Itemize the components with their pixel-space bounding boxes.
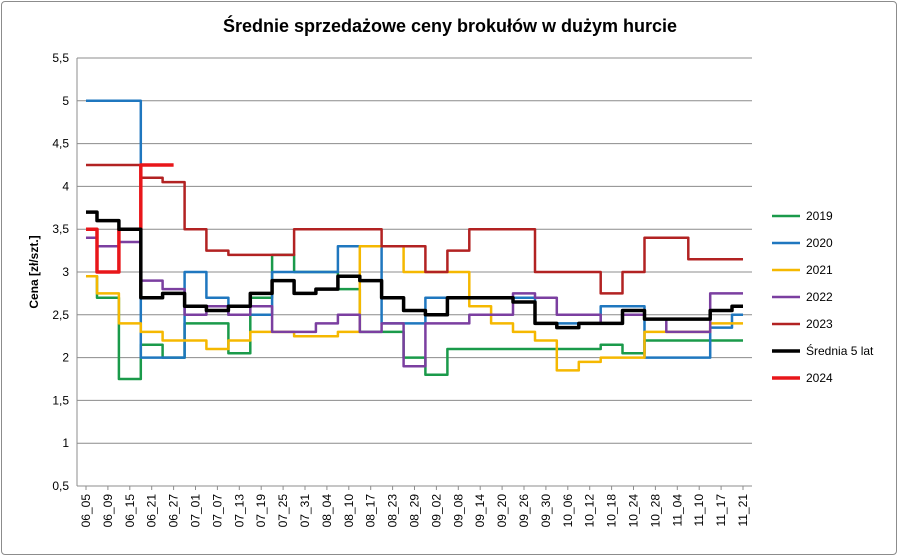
x-tick-label: 07_07: [210, 494, 224, 528]
legend-label: Średnia 5 lat: [806, 343, 874, 358]
x-tick-label: 09_26: [517, 494, 531, 528]
x-tick-label: 07_01: [189, 494, 203, 528]
legend-item: 2020: [772, 236, 833, 250]
legend: 2019 2020 2021 2022 2023 Średnia 5 lat 2024: [772, 209, 874, 385]
x-tick-label: 08_23: [386, 494, 400, 528]
y-tick-label: 2: [62, 351, 69, 365]
y-tick-label: 4: [62, 179, 69, 193]
x-tick-labels: 06_05 06_09 06_15 06_21 06_27 07_01 07_07 07_13…: [79, 486, 750, 527]
x-tick-label: 06_09: [101, 494, 115, 528]
legend-item: 2019: [772, 209, 833, 223]
y-axis-label: Cena [zł/szt.]: [27, 235, 41, 308]
x-tick-label: 10_24: [627, 494, 641, 528]
x-tick-label: 06_21: [145, 494, 159, 528]
x-tick-label: 06_27: [167, 494, 181, 528]
y-tick-label: 5: [62, 94, 69, 108]
y-tick-labels: 0,5 1 1,5 2 2,5 3 3,5 4 4,5 5 5,5: [52, 51, 69, 493]
x-tick-label: 07_25: [276, 494, 290, 528]
chart-title: Średnie sprzedażowe ceny brokułów w duży…: [223, 15, 677, 36]
x-tick-label: 09_14: [473, 494, 487, 528]
legend-label: 2020: [806, 236, 833, 250]
series-line-2021: [86, 245, 743, 372]
series-lines: [85, 99, 744, 381]
x-tick-label: 08_10: [342, 494, 356, 528]
legend-item: 2023: [772, 317, 833, 331]
x-tick-label: 07_31: [298, 494, 312, 528]
y-tick-label: 3: [62, 265, 69, 279]
x-tick-label: 11_21: [736, 494, 750, 527]
x-tick-label: 09_08: [451, 494, 465, 528]
series-line-2024: [86, 163, 174, 274]
x-tick-label: 11_10: [692, 494, 706, 527]
y-tick-label: 0,5: [52, 479, 69, 493]
x-tick-label: 08_17: [364, 494, 378, 528]
y-tick-label: 4,5: [52, 137, 69, 151]
legend-label: 2019: [806, 209, 833, 223]
x-tick-label: 08_04: [320, 494, 334, 528]
y-tick-label: 5,5: [52, 51, 69, 65]
x-tick-label: 11_17: [714, 494, 728, 527]
legend-label: 2024: [806, 371, 833, 385]
x-tick-label: 10_06: [561, 494, 575, 528]
x-tick-label: 09_02: [429, 494, 443, 528]
x-tick-label: 07_19: [254, 494, 268, 528]
x-tick-label: 09_30: [539, 494, 553, 528]
series-line-2023: [86, 163, 743, 295]
y-tick-label: 3,5: [52, 222, 69, 236]
y-tick-label: 1: [62, 436, 69, 450]
legend-item: 2024: [772, 371, 833, 385]
legend-item: 2021: [772, 263, 833, 277]
x-tick-label: 08_29: [408, 494, 422, 528]
x-tick-label: 10_28: [648, 494, 662, 528]
legend-label: 2021: [806, 263, 833, 277]
x-tick-label: 10_18: [605, 494, 619, 528]
x-tick-label: 06_05: [79, 494, 93, 528]
y-tick-label: 1,5: [52, 393, 69, 407]
x-tick-label: 07_13: [232, 494, 246, 528]
x-tick-label: 06_15: [123, 494, 137, 528]
x-tick-label: 11_04: [670, 494, 684, 527]
x-tick-label: 09_20: [495, 494, 509, 528]
legend-item: Średnia 5 lat: [772, 343, 874, 358]
x-tick-label: 10_12: [583, 494, 597, 528]
legend-label: 2022: [806, 290, 833, 304]
y-tick-label: 2,5: [52, 308, 69, 322]
legend-label: 2023: [806, 317, 833, 331]
legend-item: 2022: [772, 290, 833, 304]
series-line-2020: [86, 99, 743, 359]
series-line-średnia-5-lat: [86, 210, 743, 330]
